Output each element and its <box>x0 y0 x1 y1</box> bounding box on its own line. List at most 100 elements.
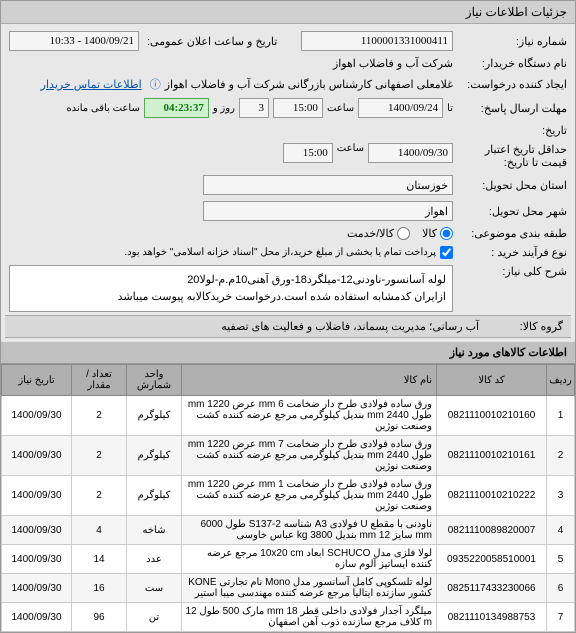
cell-date: 1400/09/30 <box>2 516 72 545</box>
cell-qty: 2 <box>72 396 127 436</box>
process-label: نوع فرآیند خرید : <box>457 246 567 259</box>
process-checkbox[interactable] <box>440 246 453 259</box>
cell-code: 0821110134988753 <box>437 603 547 632</box>
org-label: نام دستگاه خریدار: <box>457 57 567 70</box>
cell-code: 0825117433230066 <box>437 574 547 603</box>
cell-date: 1400/09/30 <box>2 396 72 436</box>
cell-unit: کیلوگرم <box>127 476 182 516</box>
cell-unit: ست <box>127 574 182 603</box>
cat-radio-goods[interactable] <box>440 227 453 240</box>
details-panel: جزئیات اطلاعات نیاز شماره نیاز: تاریخ و … <box>0 0 576 633</box>
need-no-input[interactable] <box>301 31 453 51</box>
table-row[interactable]: 70821110134988753میلگرد آجدار فولادی داخ… <box>2 603 575 632</box>
province-input[interactable] <box>203 175 453 195</box>
validity-sub-label: قیمت تا تاریخ: <box>457 156 567 169</box>
table-title: اطلاعات کالاهای مورد نیاز <box>1 342 575 364</box>
desc-title-label: شرح کلی نیاز: <box>457 265 567 278</box>
cell-code: 0821110010210222 <box>437 476 547 516</box>
cell-date: 1400/09/30 <box>2 476 72 516</box>
table-row[interactable]: 10821110010210160ورق ساده فولادی طرح دار… <box>2 396 575 436</box>
creator-label: ایجاد کننده درخواست: <box>457 78 567 91</box>
cell-name: لوله تلسکوپی کامل آسانسور مدل Mono نام ت… <box>182 574 437 603</box>
cell-name: ورق ساده فولادی طرح دار ضخامت 7 mm عرض 1… <box>182 436 437 476</box>
table-row[interactable]: 40821110089820007ناودنی با مقطع U فولادی… <box>2 516 575 545</box>
contact-link[interactable]: اطلاعات تماس خریدار <box>41 78 142 91</box>
process-text: پرداخت تمام یا بخشی از مبلغ خرید،از محل … <box>124 247 436 258</box>
cell-date: 1400/09/30 <box>2 545 72 574</box>
hour-label-2: ساعت <box>337 143 364 154</box>
th-date: تاریخ نیاز <box>2 365 72 396</box>
group-value: آب رسانی؛ مدیریت پسماند، فاضلاب و فعالیت… <box>221 320 479 333</box>
cell-date: 1400/09/30 <box>2 603 72 632</box>
cell-qty: 2 <box>72 436 127 476</box>
cell-qty: 2 <box>72 476 127 516</box>
remain-day-label: روز و <box>213 103 235 114</box>
cat-service-label: کالا/خدمت <box>347 227 394 240</box>
category-label: طبقه بندی موضوعی: <box>457 227 567 240</box>
cell-name: لولا فلزی مدل SCHUCO ابعاد 10x20 cm مرجع… <box>182 545 437 574</box>
cell-name: میلگرد آجدار فولادی داخلی قطر 18 mm مارک… <box>182 603 437 632</box>
group-label: گروه کالا: <box>483 320 563 333</box>
cell-date: 1400/09/30 <box>2 436 72 476</box>
cell-idx: 2 <box>547 436 575 476</box>
deadline-date-input[interactable] <box>358 98 443 118</box>
th-unit: واحد شمارش <box>127 365 182 396</box>
cell-code: 0821110089820007 <box>437 516 547 545</box>
hour-label-1: ساعت <box>327 103 354 114</box>
province-label: استان محل تحویل: <box>457 179 567 192</box>
cell-unit: شاخه <box>127 516 182 545</box>
cell-idx: 7 <box>547 603 575 632</box>
announce-label: تاریخ و ساعت اعلان عمومی: <box>143 35 277 48</box>
table-row[interactable]: 60825117433230066لوله تلسکوپی کامل آسانس… <box>2 574 575 603</box>
cell-unit: عدد <box>127 545 182 574</box>
table-row[interactable]: 20821110010210161ورق ساده فولادی طرح دار… <box>2 436 575 476</box>
th-qty: تعداد / مقدار <box>72 365 127 396</box>
validity-date-input[interactable] <box>368 143 453 163</box>
items-table: ردیف کد کالا نام کالا واحد شمارش تعداد /… <box>1 364 575 632</box>
cell-unit: تن <box>127 603 182 632</box>
city-label: شهر محل تحویل: <box>457 205 567 218</box>
cell-idx: 4 <box>547 516 575 545</box>
cell-qty: 16 <box>72 574 127 603</box>
validity-hour-input[interactable] <box>283 143 333 163</box>
th-idx: ردیف <box>547 365 575 396</box>
cell-date: 1400/09/30 <box>2 574 72 603</box>
cell-code: 0935220058510001 <box>437 545 547 574</box>
cat-goods-label: کالا <box>422 227 437 240</box>
cell-idx: 6 <box>547 574 575 603</box>
deadline-to-word: تا <box>447 103 453 114</box>
cell-name: ورق ساده فولادی طرح دار ضخامت 6 mm عرض 1… <box>182 396 437 436</box>
deadline-label: مهلت ارسال پاسخ: <box>457 102 567 115</box>
creator-value: غلامعلی اصفهانی کارشناس بازرگانی شرکت آب… <box>165 78 453 91</box>
cell-code: 0821110010210160 <box>437 396 547 436</box>
cat-radio-service[interactable] <box>397 227 410 240</box>
table-row[interactable]: 50935220058510001لولا فلزی مدل SCHUCO اب… <box>2 545 575 574</box>
cell-idx: 5 <box>547 545 575 574</box>
info-icon: ⓘ <box>150 76 161 92</box>
panel-title: جزئیات اطلاعات نیاز <box>1 1 575 24</box>
form-section: شماره نیاز: تاریخ و ساعت اعلان عمومی: نا… <box>1 24 575 342</box>
history-label: تاریخ: <box>457 124 567 137</box>
desc-box: لوله آسانسور-ناودنی12-میلگرد18-ورق آهنی1… <box>9 265 453 312</box>
table-row[interactable]: 30821110010210222ورق ساده فولادی طرح دار… <box>2 476 575 516</box>
deadline-hour-input[interactable] <box>273 98 323 118</box>
cell-qty: 4 <box>72 516 127 545</box>
city-input[interactable] <box>203 201 453 221</box>
cell-unit: کیلوگرم <box>127 396 182 436</box>
th-name: نام کالا <box>182 365 437 396</box>
cell-qty: 14 <box>72 545 127 574</box>
cell-idx: 1 <box>547 396 575 436</box>
need-no-label: شماره نیاز: <box>457 35 567 48</box>
th-code: کد کالا <box>437 365 547 396</box>
org-value: شرکت آب و فاضلاب اهواز <box>333 57 453 70</box>
cell-name: ورق ساده فولادی طرح دار ضخامت 1 mm عرض 1… <box>182 476 437 516</box>
cell-code: 0821110010210161 <box>437 436 547 476</box>
validity-label: حداقل تاریخ اعتبار <box>457 143 567 156</box>
announce-input[interactable] <box>9 31 139 51</box>
cell-name: ناودنی با مقطع U فولادی A3 شناسه S137-2 … <box>182 516 437 545</box>
cell-idx: 3 <box>547 476 575 516</box>
countdown-input <box>144 98 209 118</box>
cell-qty: 96 <box>72 603 127 632</box>
remain-label: ساعت باقی مانده <box>66 103 139 114</box>
remain-days-input[interactable] <box>239 98 269 118</box>
